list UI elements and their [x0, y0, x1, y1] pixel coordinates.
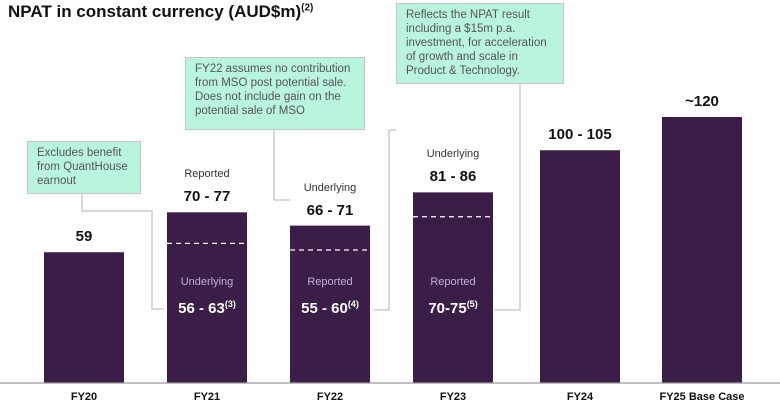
- inner-value-label: 55 - 60(4): [301, 299, 359, 317]
- inner-sublabel: Underlying: [180, 276, 234, 288]
- value-label: 81 - 86: [429, 168, 477, 186]
- annotation-quanthouse: Excludes benefit from QuantHouse earnout: [27, 141, 141, 194]
- bar-fy22: [290, 225, 370, 383]
- annotation-investment: Reflects the NPAT result including a $15…: [396, 3, 564, 84]
- top-sublabel: Reported: [184, 168, 230, 181]
- connector-fy21: [81, 193, 164, 310]
- top-sublabel: Underlying: [303, 181, 357, 194]
- x-tick-label: FY20: [70, 391, 98, 403]
- inner-value-label: 70-75(5): [428, 299, 478, 317]
- x-tick-label: FY23: [439, 391, 467, 403]
- connector-fy22b: [374, 129, 396, 311]
- value-label: 66 - 71: [306, 201, 354, 219]
- chart-title: NPAT in constant currency (AUD$m)(2): [8, 2, 314, 21]
- connector-fy23: [494, 83, 521, 311]
- inner-sublabel: Reported: [430, 276, 476, 288]
- x-tick-label: FY24: [566, 391, 594, 403]
- connector-lines: [81, 83, 521, 311]
- bar-fy21: [167, 212, 247, 383]
- bar-fy24: [540, 150, 620, 383]
- bar-fy23: [413, 192, 493, 383]
- x-tick-label: FY22: [316, 391, 344, 403]
- top-sublabel: Underlying: [426, 148, 480, 161]
- x-tick-label: FY21: [193, 391, 221, 403]
- bar-fy20: [44, 252, 124, 383]
- annotation-mso: FY22 assumes no contribution from MSO po…: [185, 57, 365, 130]
- value-label: 100 - 105: [548, 126, 612, 144]
- inner-sublabel: Reported: [307, 276, 353, 288]
- inner-value-label: 56 - 63(3): [178, 299, 236, 317]
- value-label: 70 - 77: [183, 188, 231, 206]
- x-tick-label: FY25 Base Case: [659, 391, 745, 403]
- connector-fy22: [273, 129, 290, 201]
- value-label: ~120: [685, 93, 719, 110]
- value-label: 59: [75, 228, 93, 246]
- bar-fy25-base-case: [662, 117, 742, 383]
